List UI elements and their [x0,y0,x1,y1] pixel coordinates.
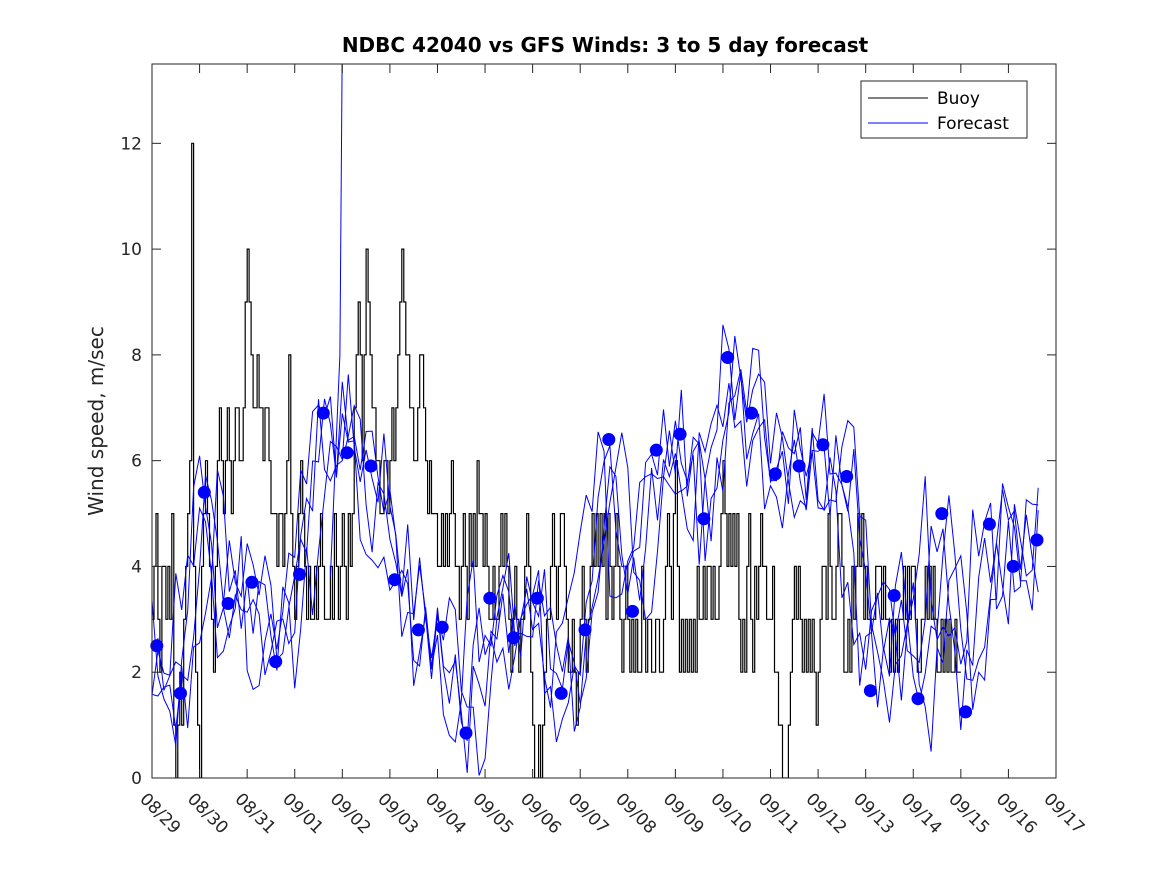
forecast-point [293,567,306,581]
forecast-point [959,705,973,719]
chart-title: NDBC 42040 vs GFS Winds: 3 to 5 day fore… [342,33,869,57]
y-tick-label: 10 [120,240,142,260]
forecast-point [316,406,330,420]
forecast-point [792,459,806,473]
forecast-point [364,459,378,473]
forecast-point [935,507,949,521]
forecast-point [1006,559,1020,573]
forecast-point [816,438,830,452]
buoy-series-line [152,142,961,778]
forecast-point [673,427,687,441]
plot-frame [151,63,1057,779]
forecast-point [578,623,592,637]
forecast-point [768,467,782,481]
forecast-point [721,351,735,364]
y-tick-label: 8 [131,346,142,366]
y-tick-label: 4 [131,557,142,577]
forecast-point [245,575,259,589]
forecast-point [602,433,616,446]
forecast-point [863,684,877,698]
legend-label: Buoy [937,89,980,109]
y-axis-label: Wind speed, m/sec [84,326,108,516]
forecast-point [411,623,425,637]
forecast-point [221,597,235,610]
forecast-series-line [152,347,1039,776]
forecast-point [982,517,996,531]
forecast-point [887,589,901,602]
forecast-point [435,620,449,634]
y-tick-label: 12 [120,134,142,154]
forecast-point [483,591,497,605]
forecast-point [197,485,211,499]
forecast-point [507,631,521,645]
forecast-point [174,686,187,700]
forecast-point [459,726,473,740]
forecast-point [626,604,639,618]
forecast-point [554,686,568,700]
forecast-point [388,573,402,587]
forecast-point [745,406,758,420]
y-axis: 0 2 4 6 8 10 12 [120,134,1056,789]
legend-box [860,80,1028,139]
forecast-point [649,443,663,457]
forecast-point [1030,533,1044,547]
legend-label: Forecast [937,114,1009,134]
forecast-point [530,591,544,605]
forecast-point [697,512,711,526]
legend: Buoy Forecast [860,80,1028,139]
plot-area [150,63,1057,779]
forecast-point [269,655,283,669]
forecast-point [911,692,925,706]
forecast-point [150,639,164,653]
forecast-point [840,470,854,483]
y-tick-label: 0 [131,769,142,789]
forecast-series-line [152,324,1039,746]
forecast-point [340,446,354,460]
y-tick-label: 6 [131,452,142,472]
y-tick-label: 2 [131,663,142,683]
forecast-spike-line [329,64,343,578]
